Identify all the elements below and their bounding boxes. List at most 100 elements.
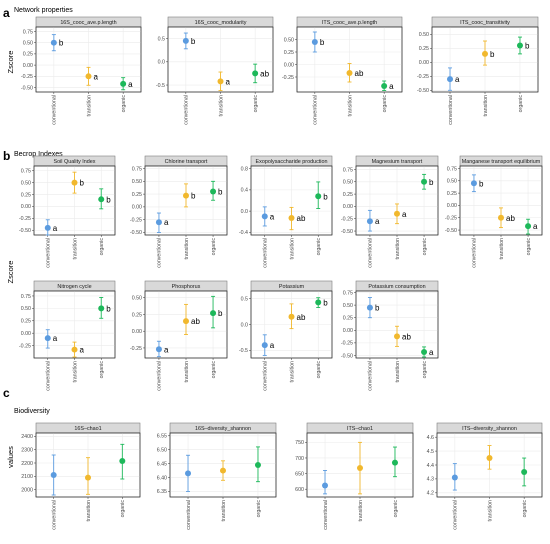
x-tick-label: organic — [422, 361, 428, 379]
y-tick-label: 0.00 — [284, 62, 294, 68]
y-tick-label: -0.25 — [282, 75, 294, 81]
facet-title: Potassium — [279, 284, 305, 290]
significance-letter: b — [218, 188, 223, 197]
facet-title: Magnesium transport — [372, 159, 423, 165]
y-tick-label: 0.25 — [132, 312, 142, 318]
data-point — [182, 37, 189, 44]
section-title: Becrop Indexes — [14, 151, 63, 158]
y-tick-label: 0.25 — [23, 52, 33, 58]
data-point — [217, 78, 224, 85]
significance-letter: a — [94, 72, 99, 81]
data-point — [85, 474, 91, 481]
panel-label: a — [3, 6, 10, 20]
y-tick-label: 0.50 — [284, 37, 294, 43]
x-tick-label: organic — [256, 500, 262, 518]
y-tick-label: 2000 — [21, 487, 33, 493]
y-tick-label: 6.35 — [157, 489, 167, 495]
y-tick-label: -0.25 — [19, 343, 31, 349]
y-tick-label: 0.50 — [23, 40, 33, 46]
data-point — [44, 224, 51, 231]
y-tick-label: 0.50 — [343, 180, 353, 186]
facet-title: 16S_cooc_modularity — [195, 20, 247, 26]
y-tick-label: 6.45 — [157, 461, 167, 467]
y-tick-label: 0.75 — [343, 167, 353, 173]
y-tick-label: 0.50 — [132, 296, 142, 302]
x-tick-label: conventional — [368, 361, 374, 391]
significance-letter: ab — [402, 332, 411, 341]
x-tick-label: transition — [289, 238, 295, 260]
y-tick-label: 0.75 — [447, 166, 457, 172]
facet: Soil Quality Index -0.50 -0.25 0.00 0.25 0.50… — [19, 155, 116, 268]
facet-title: Manganese transport equilibrium — [462, 159, 541, 165]
y-tick-label: 0.25 — [132, 192, 142, 198]
facet: 16S_cooc_ave.p.length -0.50 -0.25 0.00 0.25 0… — [21, 16, 142, 125]
y-tick-label: 0.50 — [343, 303, 353, 309]
y-tick-label: -0.50 — [341, 229, 353, 235]
facet: 16S–chao1 2000 2100 2200 2300 2400 conventiona… — [21, 422, 141, 530]
y-tick-label: 650 — [295, 471, 304, 477]
x-tick-label: organic — [211, 238, 217, 256]
y-tick-label: 0.5 — [158, 36, 165, 42]
data-point — [183, 192, 189, 199]
panel-c: c Biodiversity values 16S–chao1 2000 2100 2200… — [3, 386, 543, 530]
y-axis-label: Zscore — [6, 261, 15, 284]
panel-label: b — [3, 149, 10, 163]
data-point — [288, 215, 295, 222]
y-tick-label: 0.50 — [21, 306, 31, 312]
x-tick-label: conventional — [157, 361, 163, 391]
x-tick-label: conventional — [263, 361, 269, 391]
facet: Chlorine transport -0.50 -0.25 0.00 0.25 0.50… — [130, 155, 228, 268]
data-point — [470, 180, 477, 187]
y-tick-label: -0.50 — [130, 230, 142, 236]
y-tick-label: 0.00 — [23, 63, 33, 69]
facet: ITS–diversity_shannon 4.2 4.3 4.4 4.5 4.6 conv… — [427, 422, 543, 530]
x-tick-label: transition — [499, 238, 505, 260]
data-point — [71, 346, 78, 353]
data-point — [357, 464, 363, 471]
y-tick-label: -0.5 — [156, 83, 165, 89]
data-point — [85, 73, 92, 80]
panel-b: b Becrop Indexes Zscore Soil Quality Index -… — [3, 149, 543, 391]
significance-letter: a — [164, 345, 169, 354]
y-tick-label: -0.25 — [130, 346, 142, 352]
y-tick-label: 2100 — [21, 474, 33, 480]
data-point — [220, 467, 226, 474]
y-tick-label: 0.25 — [343, 192, 353, 198]
data-point — [254, 462, 261, 468]
significance-letter: b — [191, 192, 196, 201]
x-tick-label: organic — [526, 238, 532, 256]
y-tick-label: 0.75 — [21, 294, 31, 300]
data-point — [322, 482, 329, 489]
x-tick-label: conventional — [46, 238, 52, 268]
significance-letter: a — [164, 218, 169, 227]
data-point — [155, 219, 162, 226]
x-tick-label: transition — [184, 238, 190, 260]
significance-letter: b — [375, 304, 380, 313]
y-tick-label: 0.50 — [132, 179, 142, 185]
y-tick-label: 0.25 — [21, 319, 31, 325]
data-point — [482, 50, 488, 57]
y-axis-label: Zscore — [6, 51, 15, 74]
y-tick-label: 0.00 — [21, 204, 31, 210]
y-tick-label: 0.00 — [343, 204, 353, 210]
x-tick-label: conventional — [313, 95, 319, 125]
y-tick-label: 6.55 — [157, 434, 167, 440]
y-tick-label: -0.25 — [341, 341, 353, 347]
significance-letter: a — [389, 82, 394, 91]
x-tick-label: conventional — [453, 500, 459, 530]
x-tick-label: organic — [120, 500, 126, 518]
facet: 16S_cooc_modularity -0.5 0.0 0.5 conventiona… — [156, 16, 274, 125]
data-point — [315, 193, 322, 200]
x-tick-label: organic — [316, 238, 322, 256]
data-point — [516, 42, 523, 49]
significance-letter: ab — [297, 313, 306, 322]
y-tick-label: 0.25 — [284, 50, 294, 56]
facet-title: Potassium consumption — [368, 284, 425, 290]
x-tick-label: conventional — [184, 95, 190, 125]
significance-letter: b — [191, 37, 196, 46]
facet: Potassium consumption -0.50 -0.25 0.00 0.25 0… — [341, 280, 439, 391]
panel-a: a Network properties Zscore 16S_cooc_ave.p.… — [3, 6, 539, 125]
y-tick-label: -0.50 — [417, 88, 429, 94]
y-tick-label: 600 — [295, 487, 304, 493]
y-tick-label: 0.50 — [419, 32, 429, 38]
